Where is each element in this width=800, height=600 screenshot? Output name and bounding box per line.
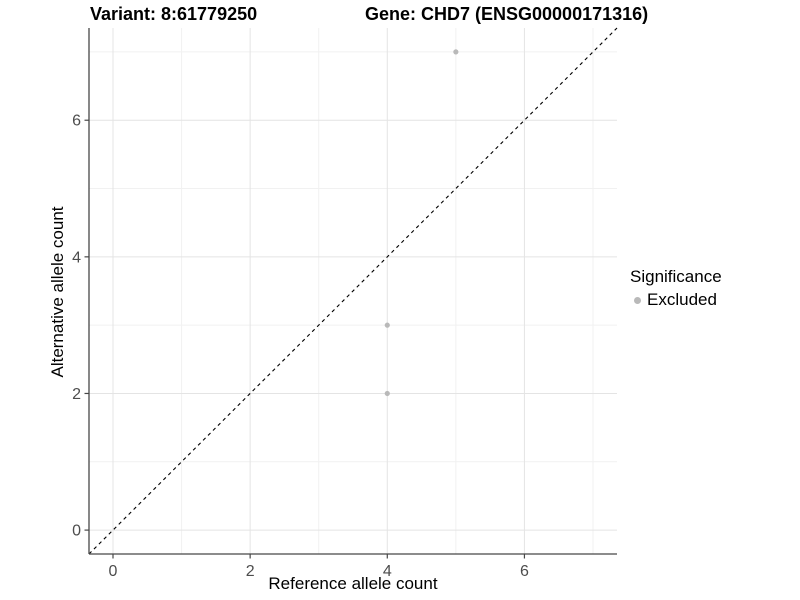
legend: Significance Excluded [630,267,722,310]
legend-entry-excluded: Excluded [630,290,722,310]
data-point [384,390,390,397]
y-tick-label: 2 [72,386,81,403]
y-tick-label: 6 [72,113,81,130]
x-axis-title: Reference allele count [268,574,438,593]
plot-title-gene: Gene: CHD7 (ENSG00000171316) [365,4,649,24]
x-tick-label: 2 [246,563,255,580]
y-axis-title-text: Alternative allele count [48,206,67,378]
legend-title: Significance [630,267,722,286]
data-point [384,322,390,328]
data-point [453,49,459,55]
plot-title-variant: Variant: 8:61779250 [90,4,258,24]
y-tick-label: 0 [72,523,81,540]
x-tick-label: 0 [109,563,118,580]
identity-dashed-line [88,27,618,555]
legend-entry-label: Excluded [647,290,717,309]
legend-key-dot-icon [634,296,641,304]
y-tick-label: 4 [72,249,81,266]
x-tick-label: 6 [520,563,529,580]
x-tick-label: 4 [383,563,392,580]
